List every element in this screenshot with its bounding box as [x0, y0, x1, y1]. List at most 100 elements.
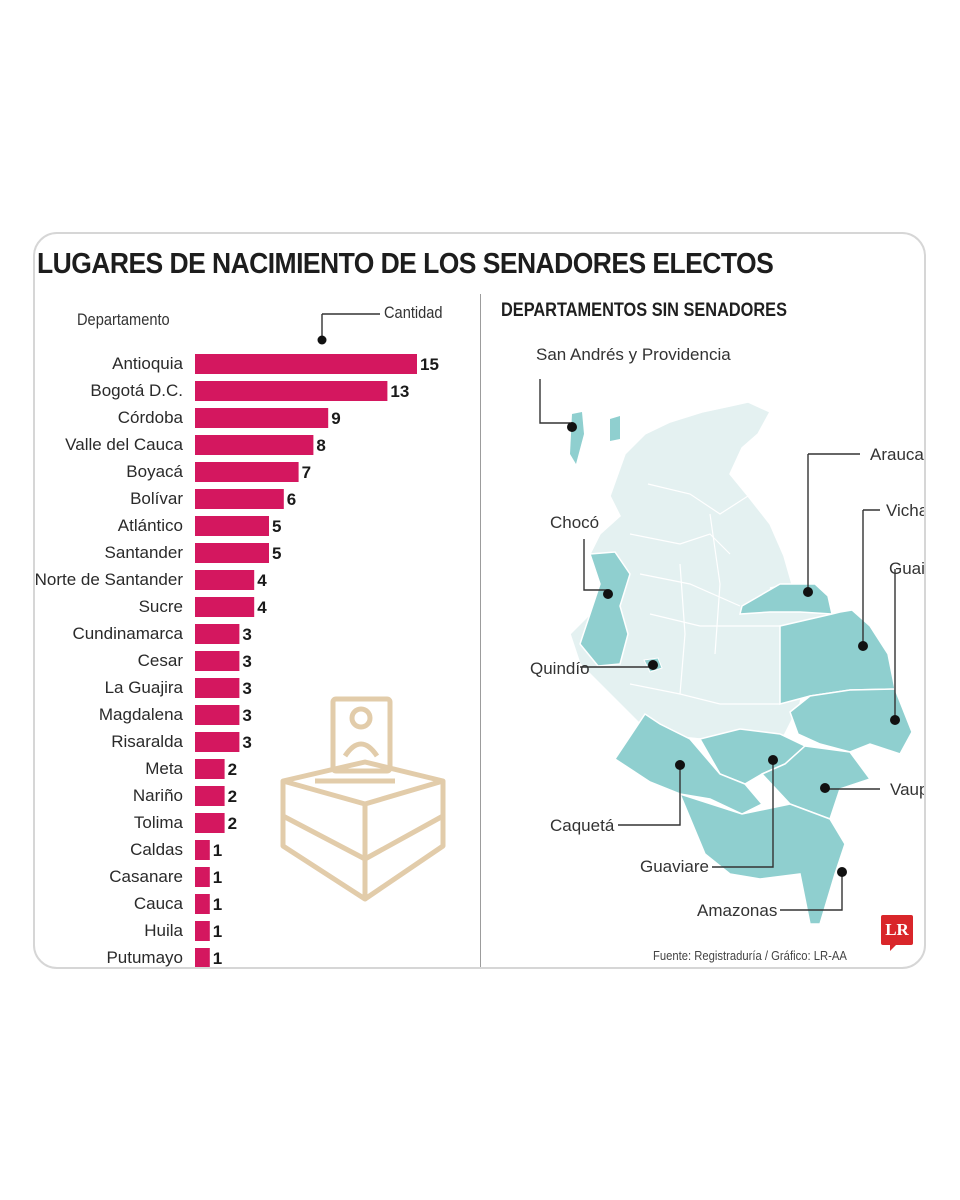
bar-label: La Guajira [105, 678, 184, 697]
bar-label: Nariño [133, 786, 183, 805]
map-background [569, 401, 913, 925]
marker-guainia [890, 715, 900, 725]
bar [195, 381, 388, 401]
bar [195, 489, 284, 509]
colombia-map: San Andrés y Providencia Arauca Vichada … [530, 345, 926, 925]
bar-label: Tolima [134, 813, 184, 832]
bar-label: Bolívar [130, 489, 183, 508]
label-caqueta: Caquetá [550, 816, 615, 835]
bar-label: Cundinamarca [72, 624, 183, 643]
marker-guaviare [768, 755, 778, 765]
bar-label: Valle del Cauca [65, 435, 183, 454]
bar-label: Norte de Santander [35, 570, 183, 589]
label-arauca: Arauca [870, 445, 924, 464]
bar-label: Boyacá [126, 462, 183, 481]
label-vaupes: Vaupés [890, 780, 926, 799]
bar-label: Cesar [138, 651, 184, 670]
label-san-andres: San Andrés y Providencia [536, 345, 731, 364]
marker-choco [603, 589, 613, 599]
bar-label: Sucre [139, 597, 183, 616]
bar [195, 867, 210, 887]
department-column-header: Departamento [77, 310, 170, 329]
bar [195, 678, 240, 698]
bar [195, 354, 417, 374]
bar [195, 408, 329, 428]
bar-value: 1 [213, 868, 222, 887]
bar-label: Antioquia [112, 354, 183, 373]
bar [195, 732, 240, 752]
bar-value: 8 [316, 436, 325, 455]
bar [195, 786, 225, 806]
bar [195, 570, 255, 590]
map-labels: San Andrés y Providencia Arauca Vichada … [530, 345, 926, 920]
bar [195, 921, 210, 941]
map-title: DEPARTAMENTOS SIN SENADORES [501, 300, 787, 321]
bar-value: 1 [213, 895, 222, 914]
bar-value: 13 [390, 382, 409, 401]
bar [195, 543, 269, 563]
bar-label: Atlántico [118, 516, 183, 535]
bar [195, 516, 269, 536]
marker-amazonas [837, 867, 847, 877]
bar-value: 9 [331, 409, 340, 428]
section-divider [480, 294, 481, 967]
bar [195, 948, 210, 967]
bar [195, 813, 225, 833]
bar [195, 462, 299, 482]
map-vichada [779, 609, 896, 705]
bar-value: 3 [242, 679, 251, 698]
map-providencia [610, 416, 620, 441]
quantity-column-header: Cantidad [384, 303, 443, 322]
marker-vaupes [820, 783, 830, 793]
bar-value: 5 [272, 544, 281, 563]
bar [195, 651, 240, 671]
label-guainia: Guainía [889, 559, 926, 578]
bar-label: Huila [144, 921, 183, 940]
bar-label: Meta [145, 759, 183, 778]
marker-caqueta [675, 760, 685, 770]
bar-label: Córdoba [118, 408, 184, 427]
bar-label: Magdalena [99, 705, 184, 724]
map-amazonas [678, 792, 846, 925]
marker-vichada [858, 641, 868, 651]
map-caqueta [613, 712, 764, 815]
bar-value: 3 [242, 652, 251, 671]
marker-quindio [648, 660, 658, 670]
bar-value: 3 [242, 733, 251, 752]
bar-label: Casanare [109, 867, 183, 886]
infographic-card: LUGARES DE NACIMIENTO DE LOS SENADORES E… [33, 232, 926, 969]
bar-value: 2 [228, 787, 237, 806]
bar-label: Bogotá D.C. [90, 381, 183, 400]
map-borders [629, 483, 780, 705]
label-choco: Chocó [550, 513, 599, 532]
ballot-box-icon [280, 696, 446, 902]
bar [195, 435, 314, 455]
bar-value: 4 [257, 571, 267, 590]
bar [195, 705, 240, 725]
bar-value: 1 [213, 949, 222, 968]
bar-value: 2 [228, 760, 237, 779]
bar-value: 7 [302, 463, 311, 482]
bar-value: 3 [242, 706, 251, 725]
bar [195, 894, 210, 914]
quantity-callout [317, 313, 380, 345]
bar [195, 624, 240, 644]
bar-value: 6 [287, 490, 296, 509]
source-note: Fuente: Registraduría / Gráfico: LR-AA [653, 949, 847, 963]
bar-label: Putumayo [106, 948, 183, 967]
map-markers [567, 422, 900, 877]
bar-label: Risaralda [111, 732, 183, 751]
bar [195, 597, 255, 617]
lr-logo: LR [881, 915, 913, 951]
bar-label: Caldas [130, 840, 183, 859]
bar-value: 5 [272, 517, 281, 536]
label-guaviare: Guaviare [640, 857, 709, 876]
bar-value: 15 [420, 355, 439, 374]
marker-arauca [803, 587, 813, 597]
bar [195, 759, 225, 779]
map-callouts [539, 379, 896, 911]
map-choco [579, 551, 631, 667]
bar-value: 4 [257, 598, 267, 617]
label-quindio: Quindío [530, 659, 590, 678]
